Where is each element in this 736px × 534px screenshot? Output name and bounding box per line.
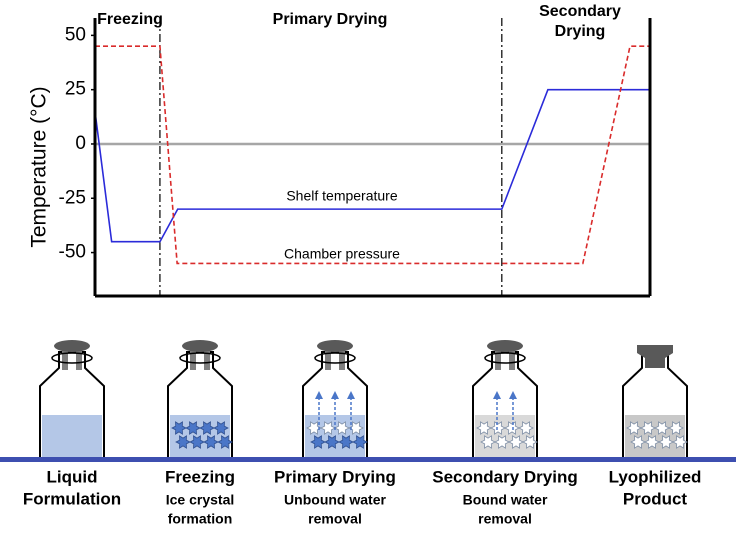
stage-title: Formulation — [23, 489, 121, 508]
ice-crystal — [626, 421, 642, 435]
arrow-head — [509, 391, 517, 399]
shelf — [0, 457, 736, 462]
ice-crystal — [352, 435, 368, 449]
stage-title: Secondary Drying — [432, 467, 578, 486]
stopper — [317, 340, 353, 352]
ice-crystal — [185, 421, 201, 435]
stage-note: formation — [168, 511, 233, 527]
stopper — [54, 340, 90, 352]
ice-crystal — [644, 435, 660, 449]
arrow-head — [315, 391, 323, 399]
stage-title: Freezing — [165, 467, 235, 486]
y-tick-label: -25 — [59, 187, 86, 208]
ice-crystal — [189, 435, 205, 449]
ice-crystal — [199, 421, 215, 435]
series-label: Shelf temperature — [286, 188, 397, 204]
y-axis-label: Temperature (°C) — [28, 86, 51, 247]
series-label: Chamber pressure — [284, 246, 400, 262]
ice-crystal — [654, 421, 670, 435]
vial — [622, 345, 688, 459]
ring — [51, 352, 93, 364]
stopper-leg — [204, 348, 210, 370]
stage-note: Bound water — [463, 492, 548, 508]
phase-label: Drying — [555, 23, 606, 40]
ice-crystal — [494, 435, 510, 449]
ice-crystal — [348, 421, 364, 435]
ice-crystal — [668, 421, 684, 435]
stage-note: removal — [478, 511, 532, 527]
stage-note: removal — [308, 511, 362, 527]
vial — [302, 340, 368, 459]
ice-crystal — [480, 435, 496, 449]
stopper-leg — [76, 348, 82, 370]
y-tick-label: 25 — [65, 79, 86, 100]
stage-note: Unbound water — [284, 492, 386, 508]
stage-note: Ice crystal — [166, 492, 235, 508]
stopper — [487, 340, 523, 352]
stage-title: Primary Drying — [274, 467, 396, 486]
series-line — [94, 88, 650, 243]
stage-title: Product — [623, 489, 688, 508]
ice-crystal — [672, 435, 688, 449]
ice-crystal — [490, 421, 506, 435]
stage-title: Liquid — [47, 467, 98, 486]
arrow-head — [331, 391, 339, 399]
y-tick-label: 50 — [65, 24, 86, 45]
ice-crystal — [518, 421, 534, 435]
ice-crystal — [310, 435, 326, 449]
vial — [167, 340, 233, 459]
ice-crystal — [630, 435, 646, 449]
arrow-head — [493, 391, 501, 399]
phase-label: Primary Drying — [273, 11, 388, 28]
ring — [179, 352, 221, 364]
stopper-leg — [62, 348, 68, 370]
ice-crystal — [658, 435, 674, 449]
ring — [314, 352, 356, 364]
stopper-leg — [495, 348, 501, 370]
stopper-leg — [190, 348, 196, 370]
ice-crystal — [324, 435, 340, 449]
ring — [484, 352, 526, 364]
ice-crystal — [203, 435, 219, 449]
ice-crystal — [338, 435, 354, 449]
stopper-leg — [509, 348, 515, 370]
ice-crystal — [320, 421, 336, 435]
ice-crystal — [476, 421, 492, 435]
stage-title: Lyophilized — [609, 467, 702, 486]
series-line — [95, 45, 650, 265]
ice-crystal — [504, 421, 520, 435]
ice-crystal — [217, 435, 233, 449]
stopper — [637, 345, 673, 368]
ice-crystal — [175, 435, 191, 449]
stopper — [182, 340, 218, 352]
vial-content — [42, 415, 102, 457]
ice-crystal — [508, 435, 524, 449]
arrow-head — [347, 391, 355, 399]
ice-crystal — [522, 435, 538, 449]
ice-crystal — [306, 421, 322, 435]
stopper-leg — [325, 348, 331, 370]
y-tick-label: -50 — [59, 242, 86, 263]
stopper-leg — [339, 348, 345, 370]
y-tick-label: 0 — [75, 133, 86, 154]
phase-label: Secondary — [539, 3, 621, 20]
ice-crystal — [640, 421, 656, 435]
vial — [39, 340, 105, 459]
vial — [472, 340, 538, 459]
ice-crystal — [171, 421, 187, 435]
phase-label: Freezing — [97, 11, 163, 28]
ice-crystal — [213, 421, 229, 435]
